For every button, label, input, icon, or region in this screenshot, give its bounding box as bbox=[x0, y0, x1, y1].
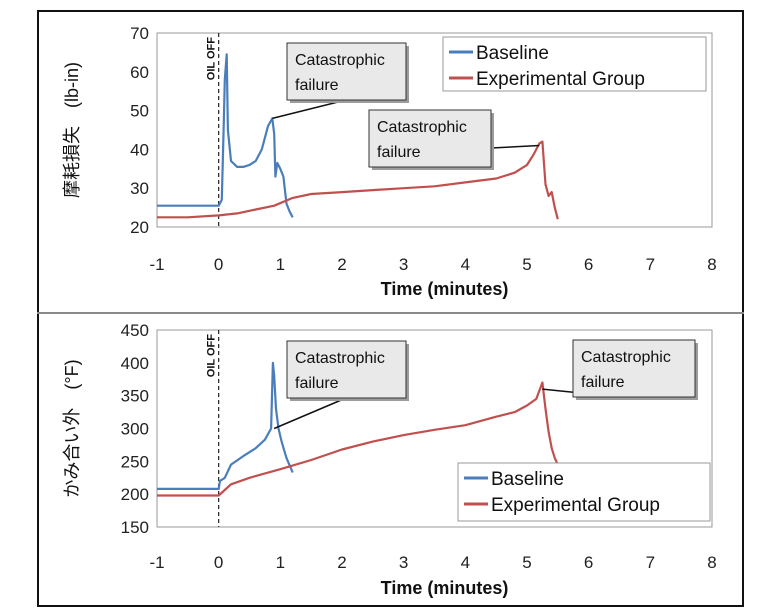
series-line-baseline bbox=[157, 53, 294, 218]
x-axis-label: Time (minutes) bbox=[381, 279, 509, 299]
x-tick-label: -1 bbox=[149, 553, 164, 572]
callout-text: Catastrophic failure bbox=[295, 52, 385, 94]
x-tick-label: 2 bbox=[337, 255, 346, 274]
x-tick-label: 1 bbox=[276, 553, 285, 572]
x-axis-label: Time (minutes) bbox=[381, 578, 509, 598]
x-tick-label: 8 bbox=[707, 553, 716, 572]
x-tick-label: 0 bbox=[214, 255, 223, 274]
x-tick-label: 5 bbox=[522, 553, 531, 572]
x-tick-label: 2 bbox=[337, 553, 346, 572]
legend-label: Experimental Group bbox=[491, 495, 660, 516]
x-tick-label: 6 bbox=[584, 553, 593, 572]
legend-label: Experimental Group bbox=[476, 69, 645, 90]
callout-box bbox=[572, 339, 696, 398]
callout-text: Catastrophic failure bbox=[377, 119, 467, 161]
legend-label: Baseline bbox=[476, 43, 549, 64]
y-axis-label: 摩耗損失 (lb-in) bbox=[62, 62, 82, 198]
legend-box bbox=[442, 36, 707, 92]
x-tick-label: 3 bbox=[399, 255, 408, 274]
y-tick-label: 60 bbox=[130, 63, 149, 82]
x-tick-label: 0 bbox=[214, 553, 223, 572]
y-tick-label: 250 bbox=[121, 452, 149, 471]
plot-area bbox=[156, 329, 713, 528]
y-axis-label: かみ合い外 (°F) bbox=[62, 359, 82, 497]
oil-off-label: OIL OFF bbox=[206, 334, 218, 377]
callout-text: Catastrophic failure bbox=[581, 349, 671, 391]
x-tick-label: 7 bbox=[646, 255, 655, 274]
plot-area bbox=[156, 32, 713, 228]
oil-off-label: OIL OFF bbox=[206, 37, 218, 80]
x-tick-label: -1 bbox=[149, 255, 164, 274]
x-tick-label: 5 bbox=[522, 255, 531, 274]
y-tick-label: 200 bbox=[121, 485, 149, 504]
y-tick-label: 300 bbox=[121, 420, 149, 439]
y-tick-label: 450 bbox=[121, 321, 149, 340]
legend-box bbox=[457, 462, 711, 522]
y-tick-label: 20 bbox=[130, 218, 149, 237]
x-tick-label: 8 bbox=[707, 255, 716, 274]
x-tick-label: 3 bbox=[399, 553, 408, 572]
x-tick-label: 1 bbox=[276, 255, 285, 274]
y-tick-label: 50 bbox=[130, 102, 149, 121]
callout-box bbox=[286, 42, 407, 101]
y-tick-label: 30 bbox=[130, 179, 149, 198]
y-tick-label: 70 bbox=[130, 24, 149, 43]
y-tick-label: 350 bbox=[121, 387, 149, 406]
callout-leader bbox=[272, 99, 347, 120]
y-tick-label: 400 bbox=[121, 354, 149, 373]
x-tick-label: 6 bbox=[584, 255, 593, 274]
callout-leader bbox=[490, 144, 540, 149]
panel-divider bbox=[37, 312, 744, 314]
callout-leader bbox=[273, 397, 347, 430]
series-line-baseline bbox=[157, 361, 294, 490]
legend-label: Baseline bbox=[491, 469, 564, 490]
callout-text: Catastrophic failure bbox=[295, 350, 385, 392]
x-tick-label: 4 bbox=[461, 553, 470, 572]
y-tick-label: 40 bbox=[130, 140, 149, 159]
series-line-experimental-group bbox=[157, 140, 559, 220]
series-line-experimental-group bbox=[157, 381, 559, 497]
callout-box bbox=[368, 109, 492, 168]
y-tick-label: 150 bbox=[121, 518, 149, 537]
x-tick-label: 7 bbox=[646, 553, 655, 572]
callout-box bbox=[286, 340, 407, 399]
x-tick-label: 4 bbox=[461, 255, 470, 274]
